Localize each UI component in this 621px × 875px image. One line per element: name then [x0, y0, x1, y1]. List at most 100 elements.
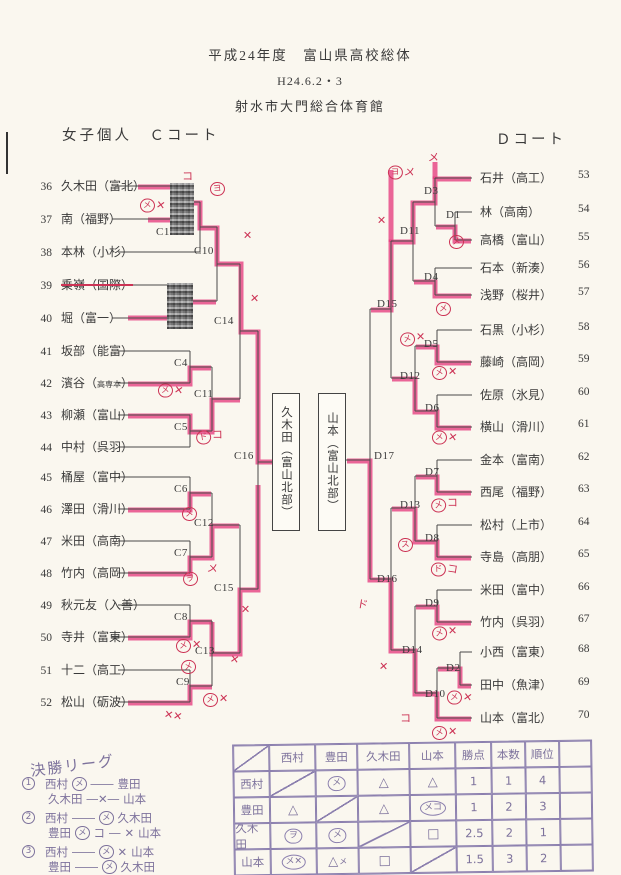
pen-mark: メコ: [429, 494, 458, 514]
circled-pen-glyph: ド: [430, 562, 446, 577]
seed-number: 67: [578, 613, 590, 625]
circled-pen-glyph: メ: [175, 638, 192, 654]
match-label: D14: [402, 644, 423, 656]
redaction-box-1: [170, 183, 194, 235]
match-label: D2: [446, 662, 461, 674]
table-result-cell: [269, 770, 316, 797]
match-label: C8: [174, 611, 188, 623]
seed-number: 49: [40, 600, 53, 612]
bracket-entry: 37 南（福野）: [30, 210, 122, 227]
league-round: 1 西村メ ―― 豊田 久木田 ―✕― 山本: [22, 776, 161, 807]
circled-note-glyph: メ: [102, 860, 117, 875]
pen-mark: ヨ: [209, 181, 226, 197]
match-label: C11: [194, 388, 214, 400]
note-text: ――: [75, 860, 98, 875]
table-result-cell: △: [357, 795, 411, 822]
table-header-cell: 西村: [269, 744, 316, 772]
note-text: 豊田: [48, 826, 71, 841]
table-count-cell: 2: [492, 819, 527, 846]
table-rank-cell: 2: [526, 844, 561, 872]
match-label: D1: [446, 209, 461, 221]
bracket-entry: 52 松山（砺波）: [30, 693, 134, 710]
note-text: 山本: [138, 826, 162, 841]
seed-number: 44: [40, 442, 53, 454]
table-result-cell: △: [269, 796, 317, 823]
result-suffix: メ: [339, 856, 348, 866]
bracket-entry: 竹内（呉羽） 67: [480, 613, 596, 630]
seed-number: 51: [40, 665, 53, 677]
table-result-cell: メコ: [409, 794, 457, 822]
circled-pen-glyph: ヲ: [181, 570, 199, 588]
circled-pen-glyph: ド: [194, 429, 212, 446]
result-glyph: △: [287, 802, 299, 818]
circled-result-glyph: メ: [328, 775, 346, 791]
player-name: 松山（砺波）: [61, 695, 134, 709]
player-name: 乗嶺（国際）: [61, 278, 134, 292]
circled-result-glyph: メ: [328, 827, 346, 843]
pen-mark: メ ✕: [175, 638, 201, 654]
bracket-entry: 藤崎（高岡） 59: [480, 353, 596, 370]
player-name: 石本（新湊）: [480, 261, 553, 275]
table-points-cell: 2.5: [456, 819, 493, 847]
pen-mark: ドコ: [430, 559, 458, 578]
pen-mark: ✕: [375, 214, 386, 228]
bracket-entry: 45 桶屋（富中）: [30, 468, 134, 485]
match-label: C13: [195, 645, 215, 657]
player-name: 寺井（富東）: [61, 630, 134, 644]
bracket-entry: 51 十二（高工）: [30, 661, 134, 678]
seed-number: 59: [578, 353, 590, 365]
pen-glyph: ✕: [447, 624, 457, 638]
bracket-entry: 石井（高工） 53: [480, 169, 596, 186]
bracket-entry: 田中（魚津） 69: [480, 676, 596, 693]
bracket-entry: 46 澤田（滑川）: [30, 500, 134, 517]
pen-mark: メ ✕: [202, 692, 228, 708]
seed-number: 46: [40, 504, 53, 516]
pen-glyph: ✕: [240, 602, 251, 617]
table-rank-cell: 3: [525, 792, 561, 820]
pen-mark: メ ✕: [446, 689, 473, 706]
circled-note-glyph: メ: [75, 826, 90, 841]
bracket-entry: 42 濱谷（高専本）: [30, 374, 134, 391]
seed-number: 37: [40, 214, 53, 226]
league-round-line: 久木田 ―✕― 山本: [48, 792, 161, 808]
match-label: D11: [400, 225, 421, 237]
note-text: ――: [72, 810, 95, 825]
note-text: 山本: [123, 792, 147, 807]
circled-pen-glyph: ヨ: [209, 181, 226, 197]
pen-glyph: コ: [445, 561, 459, 577]
circled-pen-glyph: ヨ: [387, 165, 403, 180]
player-name: 坂部（能富）: [61, 344, 134, 358]
circled-note-glyph: メ: [99, 810, 114, 825]
table-result-cell: メ: [315, 769, 358, 797]
seed-number: 42: [40, 378, 53, 390]
circled-note-glyph: メ: [99, 844, 114, 859]
result-glyph: □: [378, 852, 391, 868]
scan-artifact: [6, 132, 8, 174]
bracket-entry: 41 坂部（能富）: [30, 342, 134, 359]
league-round: 2 西村 ―― メ久木田 豊田メコ ― ✕ 山本: [22, 810, 161, 841]
event-venue: 射水市大門総合体育館: [234, 99, 385, 114]
note-text: 久木田: [48, 792, 83, 807]
seed-number: 54: [578, 203, 590, 215]
circled-result-glyph: メ✕: [281, 853, 307, 870]
seed-number: 41: [40, 346, 53, 358]
table-row-name: 豊田: [233, 796, 271, 824]
bracket-entry: 43 柳瀬（富山）: [30, 406, 134, 423]
pen-mark: メ ✕: [398, 330, 425, 348]
pen-mark: ✕: [239, 603, 250, 617]
pen-mark: ✕: [228, 652, 240, 666]
circled-pen-glyph: メ: [431, 365, 448, 381]
player-name: 本林（小杉）: [61, 245, 134, 259]
table-result-cell: メ: [316, 821, 359, 849]
pen-glyph: ✕✕: [163, 707, 184, 724]
circled-result-glyph: ヲ: [284, 828, 302, 844]
match-label: D7: [425, 466, 440, 478]
pen-glyph: コ: [181, 169, 194, 184]
circled-pen-glyph: メ: [446, 690, 462, 705]
pink-path-48: [128, 523, 239, 577]
pen-mark: メ: [181, 506, 198, 522]
player-name: 田中（魚津）: [480, 678, 553, 692]
table-blank-cell: [560, 844, 593, 871]
